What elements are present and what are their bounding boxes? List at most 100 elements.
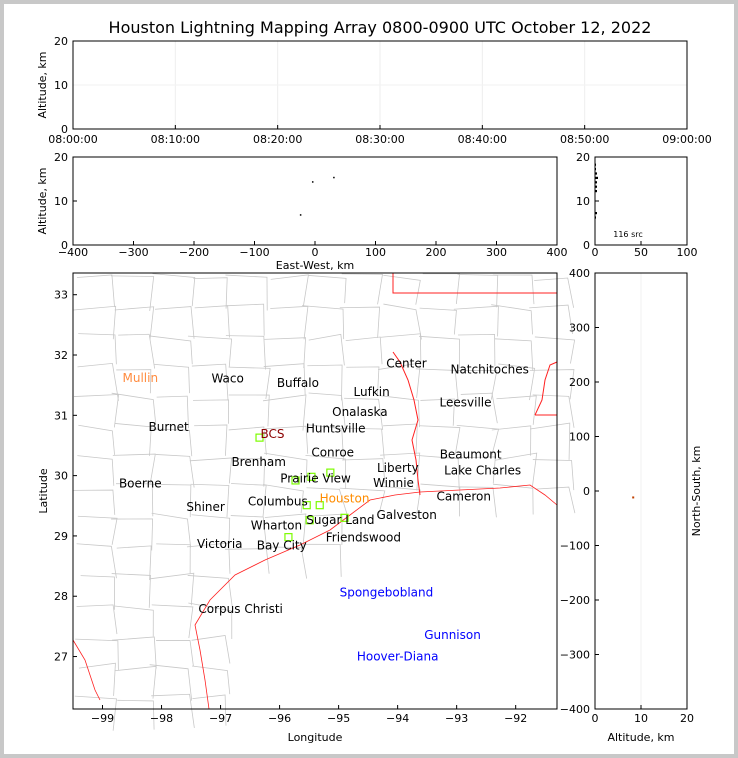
county-border [78, 333, 117, 365]
x-tick-label: −300 [118, 246, 148, 259]
y-tick-label: 0 [61, 239, 68, 252]
x-tick-label: 0 [312, 246, 319, 259]
city-label: Conroe [311, 446, 354, 460]
county-border [308, 333, 345, 366]
x-axis-label: East-West, km [276, 259, 354, 272]
county-border [150, 428, 193, 457]
x-tick-label: 20 [680, 712, 694, 725]
station-marker [326, 468, 335, 477]
city-label: Beaumont [440, 448, 502, 462]
county-border [264, 425, 309, 454]
county-border [225, 548, 270, 574]
county-border [154, 363, 190, 394]
city-label: Hoover-Diana [357, 650, 439, 664]
county-border [149, 335, 193, 365]
lma-figure: Houston Lightning Mapping Array 0800-090… [4, 4, 734, 754]
county-border [339, 487, 386, 514]
histogram-bar [595, 172, 597, 175]
city-label: Leesville [440, 396, 492, 410]
city-label: Winnie [373, 476, 414, 490]
county-border [115, 483, 154, 517]
city-label: Lufkin [354, 385, 390, 399]
city-label: Lake Charles [444, 464, 521, 478]
y-tick-label: 300 [569, 322, 590, 335]
x-axis-label: Altitude, km [607, 731, 674, 744]
county-border [456, 370, 498, 400]
county-border [77, 362, 119, 401]
state-border [534, 361, 558, 416]
county-border [378, 362, 421, 399]
x-tick-label: 0 [592, 712, 599, 725]
x-tick-label: 400 [547, 246, 568, 259]
county-border [419, 335, 460, 369]
city-label: Victoria [197, 537, 243, 551]
county-border [230, 515, 267, 548]
county-border [149, 483, 192, 518]
county-border [264, 452, 308, 484]
x-tick-label: 08:10:00 [151, 133, 200, 146]
county-border [455, 456, 496, 484]
county-border [112, 453, 156, 484]
county-border [302, 543, 342, 577]
y-axis-label: Altitude, km [36, 167, 49, 234]
city-label: Mullin [122, 371, 158, 385]
county-border [191, 514, 231, 544]
lma-plots: Houston Lightning Mapping Array 0800-090… [36, 18, 712, 744]
county-border [307, 364, 343, 401]
city-label: Waco [211, 372, 243, 386]
x-tick-label: 0 [592, 246, 599, 259]
station-marker [284, 533, 293, 542]
county-border [270, 274, 309, 307]
city-label: Houston [320, 491, 370, 505]
city-label: Natchitoches [450, 362, 528, 376]
y-tick-label: 400 [569, 267, 590, 280]
county-border [76, 543, 117, 579]
county-border [191, 363, 229, 401]
county-border [116, 369, 152, 394]
y-tick-label: 29 [54, 530, 68, 543]
county-border [380, 333, 422, 365]
county-border [383, 303, 422, 340]
city-label: Liberty [377, 461, 419, 475]
y-tick-label: 33 [54, 289, 68, 302]
x-tick-label: −94 [386, 712, 409, 725]
x-tick-label: 300 [486, 246, 507, 259]
x-tick-label: −200 [179, 246, 209, 259]
x-tick-label: −98 [150, 712, 173, 725]
station-marker [307, 472, 316, 481]
county-border [188, 602, 233, 640]
county-border [225, 335, 266, 370]
county-border [114, 423, 152, 456]
city-label: Buffalo [277, 376, 319, 390]
coastline [194, 484, 558, 710]
county-border [263, 546, 308, 579]
chart-title: Houston Lightning Mapping Array 0800-090… [109, 18, 652, 37]
county-border [339, 306, 381, 338]
county-border [193, 399, 230, 424]
county-border [460, 392, 498, 424]
county-border [264, 337, 307, 369]
city-label: Gunnison [424, 628, 481, 642]
county-border [151, 512, 192, 548]
city-label: Center [386, 356, 426, 370]
county-border [377, 395, 420, 428]
source-point [333, 176, 335, 179]
x-tick-label: −97 [209, 712, 232, 725]
county-border [341, 427, 385, 459]
county-border [74, 695, 117, 731]
county-border [76, 604, 118, 635]
county-border [529, 304, 573, 334]
y-axis-label: Altitude, km [36, 51, 49, 118]
county-border [189, 457, 232, 484]
source-point [311, 181, 314, 183]
county-border [78, 662, 116, 696]
y-tick-label: 10 [54, 195, 68, 208]
county-border [419, 425, 461, 455]
x-tick-label: −100 [239, 246, 269, 259]
county-border [457, 274, 499, 308]
county-border [192, 694, 227, 726]
x-tick-label: −92 [504, 712, 527, 725]
city-label: Bay City [257, 539, 307, 553]
county-border [496, 395, 537, 425]
county-border [152, 273, 196, 307]
